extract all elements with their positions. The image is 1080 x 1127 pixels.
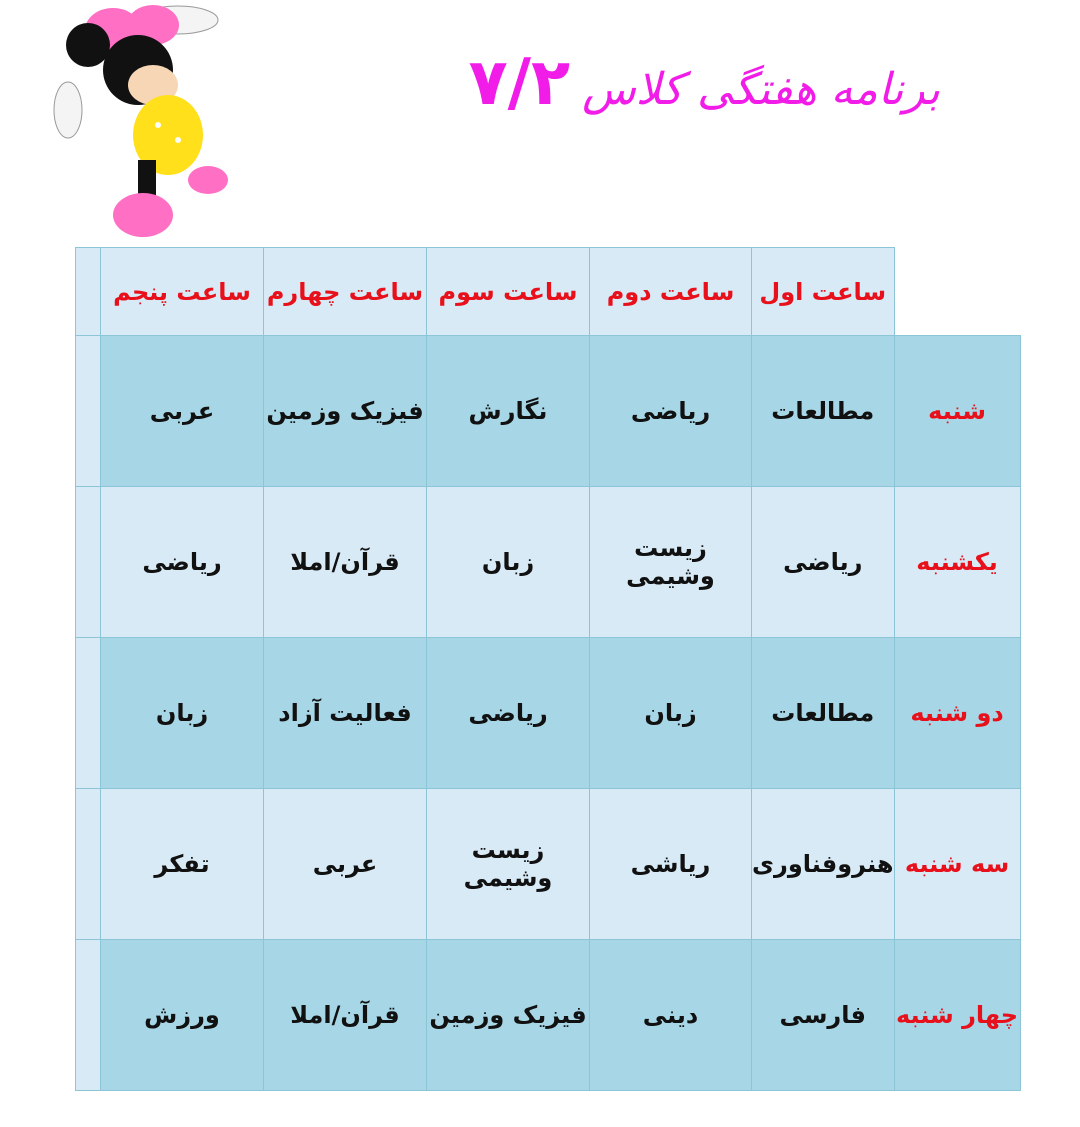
class-number: ۷/۲: [468, 46, 571, 120]
weekly-schedule-table: ساعت اول ساعت دوم ساعت سوم ساعت چهارم سا…: [75, 247, 1021, 1091]
class-cell: فیزیک وزمین: [426, 939, 590, 1091]
table-row: دو شنبه مطالعات زبان ریاضی فعالیت آزاد ز…: [75, 637, 1021, 789]
page-title: برنامه هفتگی کلاس۷/۲: [469, 38, 940, 128]
header-period-1: ساعت اول: [751, 247, 895, 336]
corner-cell: [894, 247, 1021, 336]
class-cell: ریاضی: [751, 486, 895, 638]
side-strip: [75, 486, 101, 638]
day-label: سه شنبه: [893, 788, 1021, 940]
header-period-2: ساعت دوم: [589, 247, 752, 336]
table-row: شنبه مطالعات ریاضی نگارش فیزیک وزمین عرب…: [75, 335, 1021, 487]
table-row: سه شنبه هنروفناوری ریاشی زیست وشیمی عربی…: [75, 788, 1021, 940]
class-cell: ریاضی: [426, 637, 590, 789]
class-cell: ریاضی: [589, 335, 752, 487]
class-cell: مطالعات: [751, 637, 895, 789]
side-strip: [75, 788, 101, 940]
class-cell: ریاشی: [589, 788, 752, 940]
class-cell: فارسی: [751, 939, 895, 1091]
day-label: چهار شنبه: [893, 939, 1021, 1091]
class-cell: دینی: [589, 939, 752, 1091]
day-label: دو شنبه: [893, 637, 1021, 789]
header-period-4: ساعت چهارم: [263, 247, 427, 336]
side-strip: [75, 335, 101, 487]
class-cell: ریاضی: [100, 486, 264, 638]
class-cell: زبان: [589, 637, 752, 789]
class-cell: زبان: [426, 486, 590, 638]
class-cell: تفکر: [100, 788, 264, 940]
class-cell: ورزش: [100, 939, 264, 1091]
header-period-3: ساعت سوم: [426, 247, 590, 336]
table-row: چهار شنبه فارسی دینی فیزیک وزمین قرآن/ام…: [75, 939, 1021, 1091]
day-label: شنبه: [893, 335, 1021, 487]
class-cell: قرآن/املا: [263, 486, 427, 638]
table-row: یکشنبه ریاضی زیست وشیمی زبان قرآن/املا ر…: [75, 486, 1021, 638]
header-row: ساعت اول ساعت دوم ساعت سوم ساعت چهارم سا…: [75, 247, 1021, 336]
side-strip: [75, 247, 101, 336]
class-cell: هنروفناوری: [751, 788, 895, 940]
class-cell: قرآن/املا: [263, 939, 427, 1091]
class-cell: زیست وشیمی: [426, 788, 590, 940]
class-cell: فعالیت آزاد: [263, 637, 427, 789]
class-cell: مطالعات: [751, 335, 895, 487]
side-strip: [75, 939, 101, 1091]
class-cell: فیزیک وزمین: [263, 335, 427, 487]
class-cell: زیست وشیمی: [589, 486, 752, 638]
class-cell: نگارش: [426, 335, 590, 487]
header-period-5: ساعت پنجم: [100, 247, 264, 336]
day-label: یکشنبه: [893, 486, 1021, 638]
class-cell: عربی: [100, 335, 264, 487]
minnie-mouse-illustration: [28, 0, 238, 245]
title-text: برنامه هفتگی کلاس: [582, 64, 940, 115]
class-cell: زبان: [100, 637, 264, 789]
side-strip: [75, 637, 101, 789]
class-cell: عربی: [263, 788, 427, 940]
